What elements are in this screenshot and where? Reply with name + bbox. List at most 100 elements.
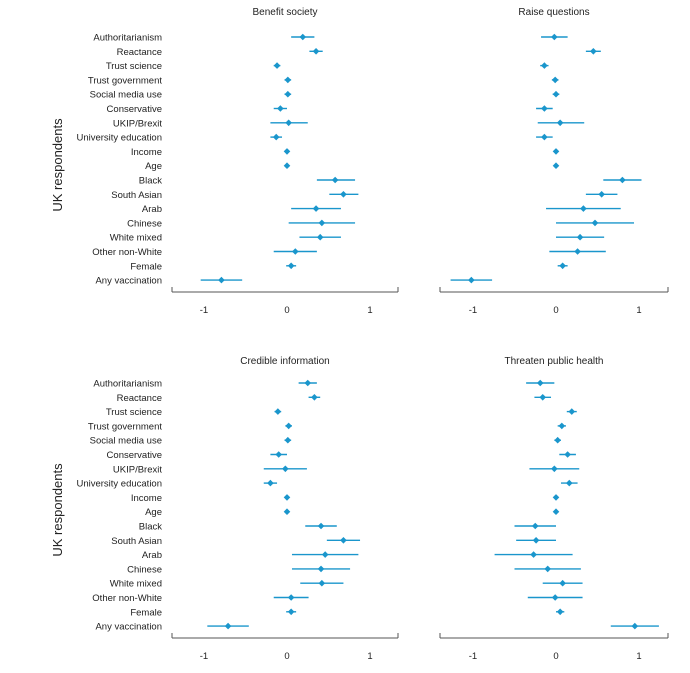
estimate-marker bbox=[580, 205, 587, 212]
estimate-marker bbox=[283, 148, 291, 155]
estimate-marker bbox=[576, 233, 584, 241]
x-tick-label: 1 bbox=[367, 305, 372, 316]
row-label-top: UK respondents bbox=[50, 118, 65, 212]
category-label: White mixed bbox=[110, 579, 162, 590]
panel-4: Threaten public health -1 0 1 bbox=[439, 356, 669, 662]
estimate-marker bbox=[541, 62, 548, 69]
estimate-marker bbox=[218, 276, 225, 284]
estimate-marker bbox=[321, 551, 329, 558]
estimate-marker bbox=[267, 479, 274, 487]
estimate-marker bbox=[224, 622, 232, 630]
category-label: University education bbox=[76, 133, 162, 144]
estimate-marker bbox=[559, 262, 566, 270]
estimate-marker bbox=[318, 219, 326, 227]
x-tick-label: 1 bbox=[636, 305, 641, 316]
category-label: Social media use bbox=[90, 90, 162, 101]
estimate-marker bbox=[304, 379, 312, 387]
row-label-bottom: UK respondents bbox=[50, 463, 65, 557]
estimate-marker bbox=[551, 76, 559, 84]
category-label: Other non-White bbox=[92, 247, 162, 258]
x-tick-label: -1 bbox=[469, 305, 477, 316]
x-tick-label: 0 bbox=[284, 651, 289, 662]
category-label: Arab bbox=[142, 550, 162, 561]
estimate-marker bbox=[287, 262, 295, 270]
category-label: Female bbox=[130, 261, 162, 272]
category-label: Trust science bbox=[106, 61, 162, 72]
estimate-marker bbox=[552, 148, 560, 155]
category-label: South Asian bbox=[111, 536, 162, 547]
estimate-marker bbox=[340, 191, 347, 198]
x-tick-label: -1 bbox=[200, 651, 208, 662]
estimate-marker bbox=[551, 465, 558, 473]
estimate-marker bbox=[468, 276, 475, 284]
estimate-marker bbox=[317, 565, 325, 573]
category-label: Conservative bbox=[107, 450, 162, 461]
x-tick-label: 1 bbox=[636, 651, 641, 662]
panel-title: Credible information bbox=[240, 356, 330, 367]
category-label: Conservative bbox=[107, 104, 162, 115]
panel-2: Raise questions -1 0 1 bbox=[439, 7, 669, 316]
estimate-marker bbox=[312, 48, 320, 55]
estimate-marker bbox=[590, 48, 597, 55]
category-label: Chinese bbox=[127, 564, 162, 575]
estimate-marker bbox=[312, 205, 320, 212]
estimate-marker bbox=[541, 133, 548, 141]
estimate-marker bbox=[541, 105, 548, 112]
estimate-marker bbox=[598, 191, 605, 198]
category-label: Age bbox=[145, 161, 162, 172]
category-label: Trust government bbox=[88, 75, 162, 86]
estimate-marker bbox=[631, 622, 639, 630]
category-label: Income bbox=[131, 147, 162, 158]
estimate-marker bbox=[340, 537, 347, 544]
estimate-marker bbox=[311, 394, 318, 401]
category-label: Authoritarianism bbox=[93, 379, 162, 390]
estimate-marker bbox=[282, 465, 289, 473]
category-label: Reactance bbox=[117, 393, 162, 404]
estimate-marker bbox=[591, 219, 599, 227]
estimate-marker bbox=[287, 594, 295, 601]
category-label: Other non-White bbox=[92, 593, 162, 604]
estimate-marker bbox=[274, 408, 282, 415]
x-tick-label: 0 bbox=[553, 305, 558, 316]
estimate-marker bbox=[559, 579, 566, 587]
category-label: University education bbox=[76, 479, 162, 490]
estimate-marker bbox=[292, 248, 299, 255]
estimate-marker bbox=[552, 90, 560, 98]
x-tick-label: -1 bbox=[469, 651, 477, 662]
category-label: Social media use bbox=[90, 436, 162, 447]
estimate-marker bbox=[552, 508, 560, 515]
estimate-marker bbox=[275, 451, 282, 458]
category-label: Black bbox=[139, 176, 162, 187]
category-label: White mixed bbox=[110, 233, 162, 244]
estimate-marker bbox=[283, 494, 291, 501]
estimate-marker bbox=[565, 479, 573, 487]
panel-3: Credible information -1 0 1 Authoritarianism… bbox=[76, 356, 399, 662]
category-label: Reactance bbox=[117, 47, 162, 58]
estimate-marker bbox=[284, 436, 292, 444]
category-label: Any vaccination bbox=[95, 622, 162, 633]
category-label: Income bbox=[131, 493, 162, 504]
estimate-marker bbox=[331, 176, 339, 184]
estimate-marker bbox=[554, 436, 561, 444]
estimate-marker bbox=[277, 105, 284, 112]
estimate-marker bbox=[284, 76, 292, 84]
estimate-marker bbox=[539, 394, 547, 401]
estimate-marker bbox=[568, 408, 576, 415]
category-label: Female bbox=[130, 607, 162, 618]
estimate-marker bbox=[558, 422, 566, 430]
estimate-marker bbox=[284, 90, 292, 98]
panel-1: Benefit society -1 0 1 Authoritarianism React… bbox=[76, 7, 399, 316]
x-tick-label: 0 bbox=[553, 651, 558, 662]
estimate-marker bbox=[299, 33, 307, 41]
estimate-marker bbox=[272, 133, 280, 141]
estimate-marker bbox=[556, 608, 564, 616]
estimate-marker bbox=[317, 522, 325, 530]
estimate-marker bbox=[531, 522, 539, 530]
category-label: Age bbox=[145, 507, 162, 518]
x-tick-label: 1 bbox=[367, 651, 372, 662]
estimate-marker bbox=[532, 537, 540, 544]
estimate-marker bbox=[544, 565, 551, 573]
estimate-marker bbox=[318, 579, 326, 587]
estimate-marker bbox=[283, 162, 291, 169]
